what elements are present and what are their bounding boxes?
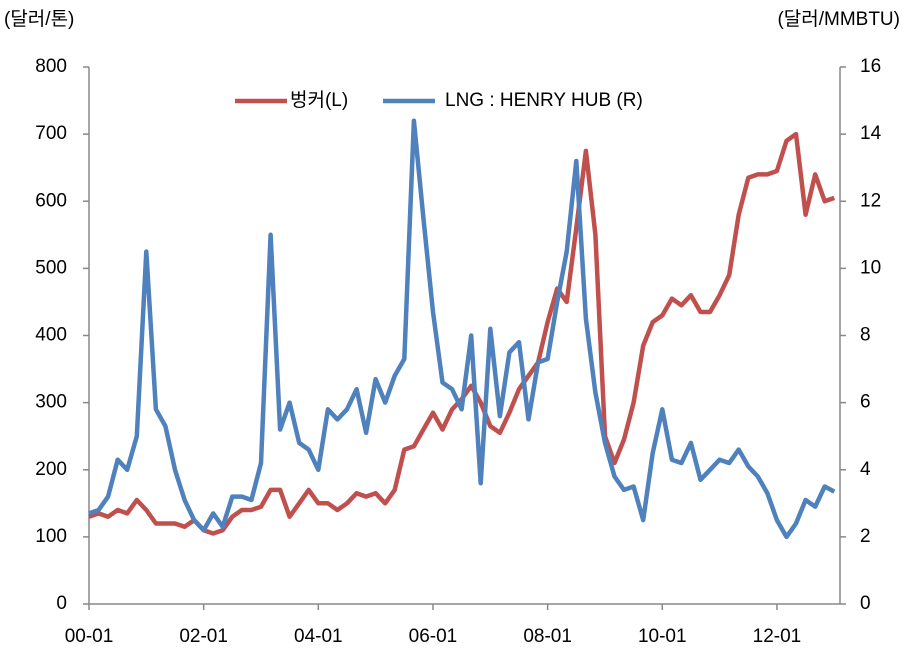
y-tick-label: 700 xyxy=(35,123,67,144)
y2-tick-label: 2 xyxy=(860,526,871,547)
y-tick-label: 600 xyxy=(35,190,67,211)
y2-tick-label: 10 xyxy=(860,257,881,278)
y-tick-label: 400 xyxy=(35,325,67,346)
x-tick-label: 02-01 xyxy=(179,626,228,647)
y2-tick-label: 16 xyxy=(860,56,881,77)
x-tick-label: 12-01 xyxy=(753,626,802,647)
y2-axis-unit: (달러/MMBTU) xyxy=(777,8,900,30)
x-tick-label: 00-01 xyxy=(65,626,114,647)
legend-label: 벙커(L) xyxy=(290,89,348,111)
y2-tick-label: 14 xyxy=(860,123,882,144)
y-axis-unit: (달러/톤) xyxy=(4,8,74,30)
y-tick-label: 300 xyxy=(35,392,67,413)
y-tick-label: 0 xyxy=(56,593,67,614)
y2-tick-label: 8 xyxy=(860,325,871,346)
y2-tick-label: 6 xyxy=(860,392,871,413)
series-line xyxy=(88,118,836,540)
y-tick-label: 500 xyxy=(35,257,67,278)
x-tick-label: 10-01 xyxy=(638,626,687,647)
y-tick-label: 100 xyxy=(35,526,67,547)
y-tick-label: 800 xyxy=(35,56,67,77)
y2-tick-label: 4 xyxy=(860,459,871,480)
series-line xyxy=(88,131,836,536)
legend-label: LNG : HENRY HUB (R) xyxy=(445,90,643,111)
y2-tick-label: 12 xyxy=(860,190,881,211)
y2-tick-label: 0 xyxy=(860,593,871,614)
x-tick-label: 04-01 xyxy=(294,626,343,647)
y-tick-label: 200 xyxy=(35,459,67,480)
x-tick-label: 06-01 xyxy=(409,626,458,647)
x-tick-label: 08-01 xyxy=(523,626,572,647)
